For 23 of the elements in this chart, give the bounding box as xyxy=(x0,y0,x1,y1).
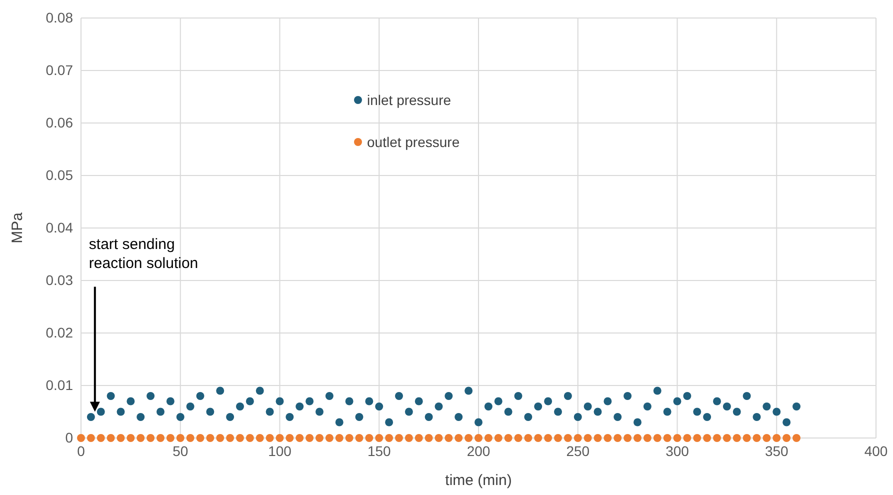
y-tick-label: 0.02 xyxy=(46,324,74,340)
x-tick-label: 300 xyxy=(666,442,690,459)
y-tick-label: 0.05 xyxy=(46,166,74,183)
y-axis-title: MPa xyxy=(9,212,26,244)
x-tick-label: 250 xyxy=(566,442,590,459)
y-tick-label: 0 xyxy=(65,429,74,446)
x-tick-label: 200 xyxy=(466,442,490,459)
x-tick-label: 50 xyxy=(172,442,188,459)
annotation: start sending reaction solution xyxy=(88,236,198,272)
legend-label: inlet pressure xyxy=(367,92,452,108)
y-tick-label: 0.04 xyxy=(46,219,74,236)
x-tick-label: 100 xyxy=(268,442,292,459)
y-tick-label: 0.03 xyxy=(46,272,74,288)
y-tick-label: 0.06 xyxy=(46,114,74,130)
x-tick-label: 150 xyxy=(367,442,392,459)
x-axis-title: time (min) xyxy=(445,472,512,489)
y-tick-label: 0.01 xyxy=(46,376,74,393)
x-tick-label: 350 xyxy=(764,442,789,459)
y-tick-label: 0.07 xyxy=(46,62,74,78)
y-tick-label: 0.08 xyxy=(46,9,74,26)
x-tick-label: 0 xyxy=(77,442,86,459)
legend-label: outlet pressure xyxy=(367,134,460,150)
x-tick-label: 400 xyxy=(864,442,888,459)
